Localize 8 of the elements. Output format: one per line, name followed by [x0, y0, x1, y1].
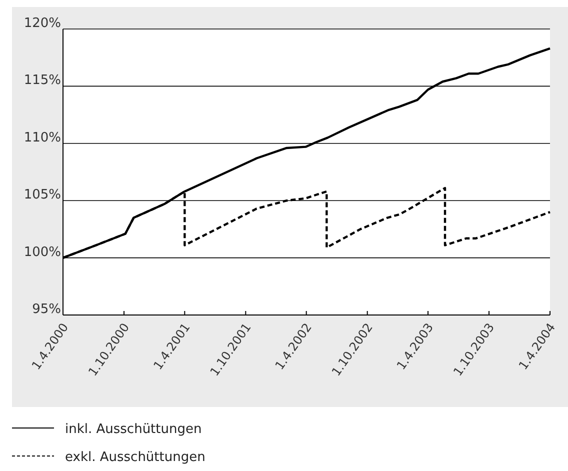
y-tick-label: 110% [24, 130, 61, 146]
y-tick-label: 120% [24, 16, 61, 31]
y-tick-label: 95% [32, 302, 61, 317]
y-tick-label: 100% [24, 244, 61, 260]
y-tick-label: 105% [24, 188, 61, 203]
legend-label: exkl. Ausschüttungen [65, 450, 206, 465]
y-tick-label: 115% [24, 73, 61, 88]
legend-label: inkl. Ausschüttungen [65, 422, 202, 437]
